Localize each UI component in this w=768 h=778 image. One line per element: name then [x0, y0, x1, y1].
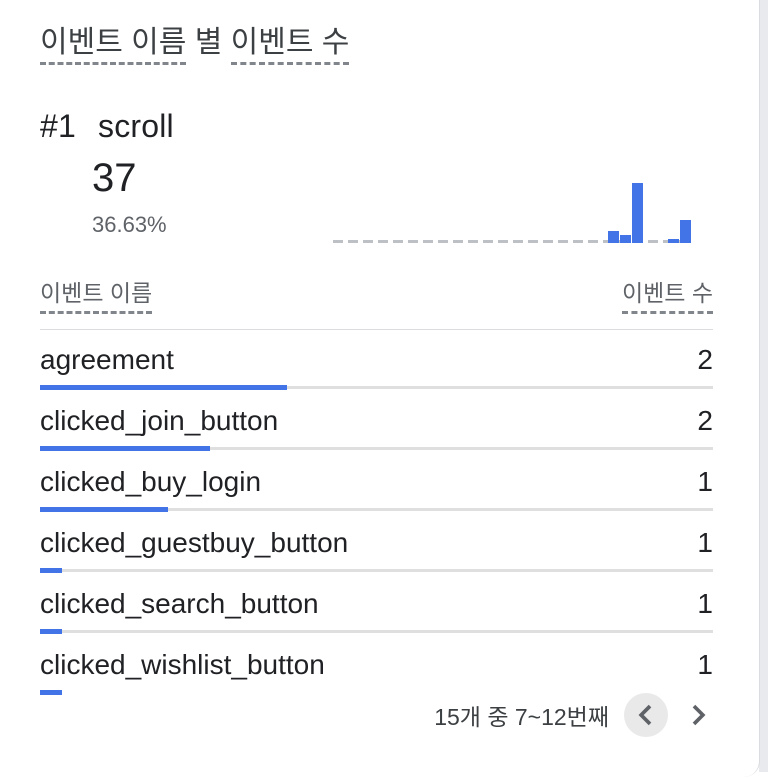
realtime-sparkline-chart — [333, 181, 691, 243]
top-event-highlight: #1 scroll — [40, 108, 174, 145]
column-header-event-count[interactable]: 이벤트 수 — [621, 274, 713, 314]
column-header-event-name[interactable]: 이벤트 이름 — [40, 274, 153, 314]
event-bar-track — [62, 630, 713, 633]
top-event-percent: 36.63% — [92, 212, 167, 237]
event-name-cell: clicked_search_button — [40, 588, 319, 619]
sparkline-bar — [620, 235, 631, 243]
header-divider — [40, 329, 713, 330]
title-separator — [186, 26, 194, 59]
title-separator-text: 별 — [194, 26, 223, 59]
title-dimension[interactable]: 이벤트 이름 — [40, 26, 187, 65]
event-bar — [40, 629, 62, 634]
top-event-rank: #1 — [40, 108, 76, 144]
event-count-cell: 1 — [697, 649, 713, 680]
event-count-cell: 1 — [697, 588, 713, 619]
event-bar — [40, 507, 168, 512]
top-event-count: 37 — [92, 156, 137, 200]
table-row: clicked_wishlist_button 1 — [40, 635, 713, 696]
event-count-cell: 1 — [697, 466, 713, 497]
table-row: clicked_buy_login 1 — [40, 452, 713, 513]
title-metric[interactable]: 이벤트 수 — [230, 26, 350, 65]
table-row: clicked_guestbuy_button 1 — [40, 513, 713, 574]
card-title: 이벤트 이름 별 이벤트 수 — [40, 26, 350, 65]
sparkline-bar — [668, 239, 679, 243]
next-page-button[interactable] — [683, 693, 713, 737]
pagination-label: 15개 중 7~12번째 — [434, 704, 609, 730]
title-separator2 — [222, 26, 230, 59]
table-header: 이벤트 이름 이벤트 수 — [40, 274, 713, 314]
event-bar-track — [62, 569, 713, 572]
chevron-left-icon — [633, 702, 659, 728]
previous-page-button[interactable] — [624, 693, 668, 737]
event-bar — [40, 385, 287, 390]
event-count-cell: 2 — [697, 405, 713, 436]
event-bar-track — [287, 386, 713, 389]
event-bar — [40, 446, 210, 451]
event-bar-track — [168, 508, 713, 511]
table-row: clicked_search_button 1 — [40, 574, 713, 635]
pagination: 15개 중 7~12번째 — [434, 691, 713, 739]
sparkline-bar — [632, 183, 643, 243]
event-count-cell: 2 — [697, 344, 713, 375]
event-bar — [40, 568, 62, 573]
top-event-name: scroll — [98, 108, 174, 144]
table-row: clicked_join_button 2 — [40, 391, 713, 452]
table-row: agreement 2 — [40, 330, 713, 391]
event-bar — [40, 690, 62, 695]
event-name-cell: clicked_join_button — [40, 405, 279, 436]
event-name-cell: clicked_buy_login — [40, 466, 262, 497]
chevron-right-icon — [685, 702, 711, 728]
event-name-cell: clicked_wishlist_button — [40, 649, 325, 680]
event-name-cell: clicked_guestbuy_button — [40, 527, 349, 558]
sparkline-bar — [608, 231, 619, 243]
event-table: agreement 2 clicked_join_button 2 clicke… — [40, 330, 713, 696]
sparkline-bar — [680, 220, 691, 243]
event-name-cell: agreement — [40, 344, 174, 375]
event-bar-track — [210, 447, 713, 450]
page-background-strip — [759, 0, 768, 772]
event-count-cell: 1 — [697, 527, 713, 558]
